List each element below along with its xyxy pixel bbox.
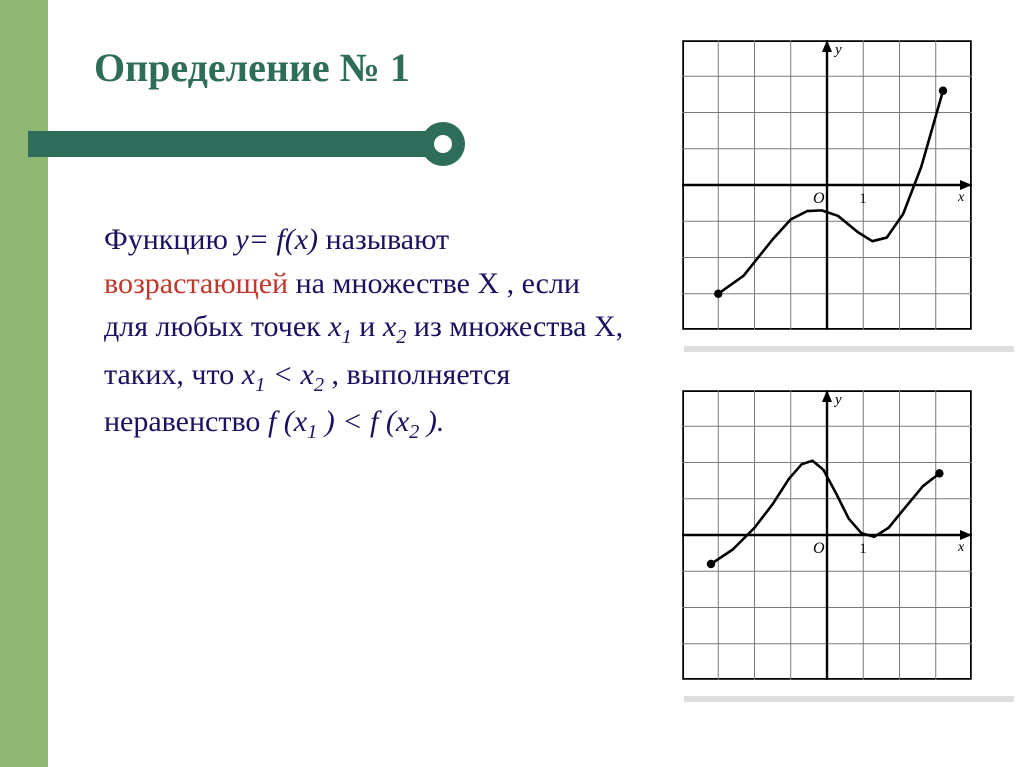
left-decor-bar: [0, 0, 48, 767]
txt-lead: Функцию: [104, 223, 235, 256]
svg-text:x: x: [957, 190, 965, 205]
txt-and: и: [359, 310, 383, 343]
txt-x2: x: [383, 310, 396, 343]
txt-in1mid: < x: [273, 358, 314, 391]
graph-bottom-shadow: [684, 696, 1014, 702]
graph-top-shadow: [684, 346, 1014, 352]
txt-t1: называют: [326, 223, 450, 256]
svg-text:у: у: [833, 42, 842, 58]
graph-bottom: O 1 у x: [682, 390, 972, 680]
svg-text:1: 1: [859, 191, 867, 207]
txt-rhsmid: ) < f (x: [325, 405, 409, 438]
txt-rhs: f (x: [268, 405, 307, 438]
svg-text:O: O: [813, 540, 825, 557]
svg-text:у: у: [833, 392, 842, 408]
title-accent-swoosh: [28, 120, 498, 168]
slide-body: Определение № 1 Функцию у= f(x) называют…: [48, 0, 1024, 767]
txt-s1: 1: [342, 326, 352, 348]
txt-in1s1: 1: [255, 374, 265, 396]
txt-rhs2: 2: [409, 421, 419, 443]
definition-paragraph: Функцию у= f(x) называют возрастающей на…: [104, 218, 624, 448]
svg-text:1: 1: [859, 541, 867, 557]
txt-rhs1: 1: [307, 421, 317, 443]
txt-increasing: возрастающей: [104, 267, 288, 300]
txt-x1: x: [328, 310, 341, 343]
txt-in1a: x: [242, 358, 255, 391]
svg-text:O: O: [813, 190, 825, 207]
svg-text:x: x: [957, 540, 965, 555]
graph-top: O 1 у x: [682, 40, 972, 330]
txt-in1s2: 2: [314, 374, 324, 396]
txt-func: у= f(x): [235, 223, 318, 256]
txt-s2: 2: [396, 326, 406, 348]
txt-rhsend: ).: [427, 405, 445, 438]
slide-title: Определение № 1: [94, 44, 410, 91]
